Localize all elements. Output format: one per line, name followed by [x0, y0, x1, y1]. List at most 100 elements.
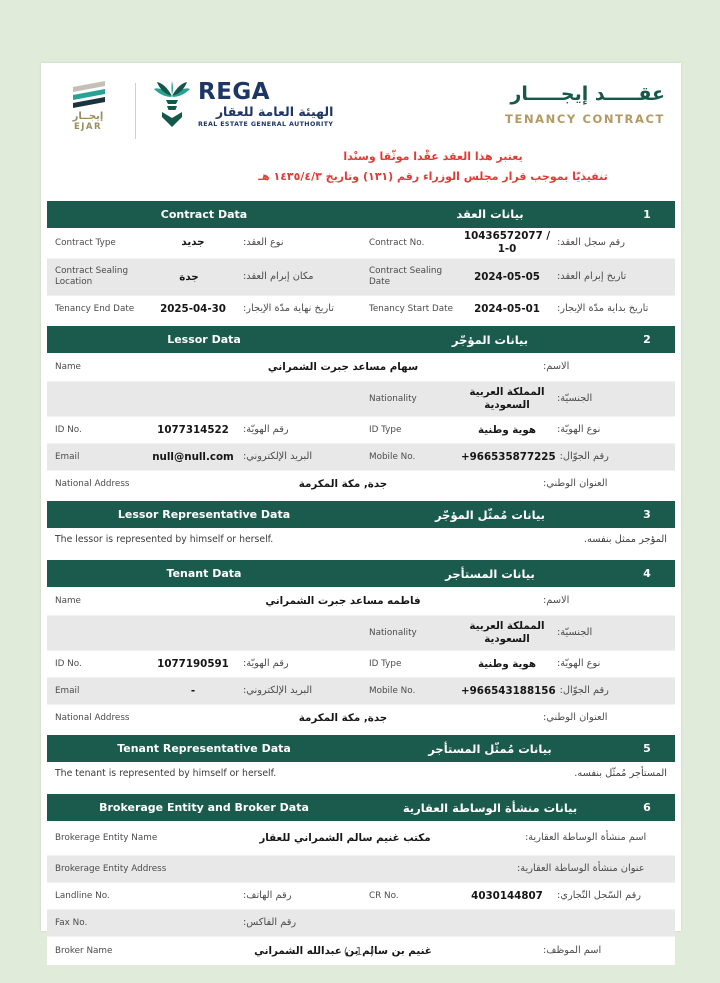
field-label-en: ID No.: [55, 424, 82, 435]
legal-disclaimer: يعتبر هذا العقد عقْدا موثّقا وسنْدا تنفي…: [243, 147, 623, 188]
table-row: Email - البريد الإلكتروني: Mobile No. +9…: [47, 677, 675, 705]
field-label-ar: رقم الجوّال:: [559, 685, 609, 697]
section-title-ar: بيانات مُمثّل المؤجّر: [435, 507, 545, 522]
field-value: 2024-05-01: [474, 302, 540, 315]
note-ar: المؤجر ممثل بنفسه.: [583, 534, 667, 546]
section-title-en: Brokerage Entity and Broker Data: [99, 801, 309, 815]
section-header-contract-data: Contract Data بيانات العقد 1: [47, 200, 675, 228]
field-label-en: Mobile No.: [369, 685, 416, 696]
section-header-lessor-representative: Lessor Representative Data بيانات مُمثّل…: [47, 501, 675, 529]
field-label-en: Email: [55, 451, 80, 462]
field-label-ar: رقم الجوّال:: [559, 451, 609, 463]
field-sealing-date: Contract Sealing Date 2024-05-05 تاريخ إ…: [361, 266, 675, 288]
section-header-brokerage: Brokerage Entity and Broker Data بيانات …: [47, 794, 675, 822]
field-label-ar: تاريخ بداية مدّة الإيجار:: [557, 303, 649, 315]
field-end-date: Tenancy End Date 2025-04-30 تاريخ نهاية …: [47, 301, 361, 318]
field-fax: Fax No. رقم الفاكس:: [47, 917, 361, 930]
field-label-ar: رقم السّجل التّجاري:: [557, 890, 642, 902]
field-label-ar: تاريخ نهاية مدّة الإيجار:: [243, 303, 334, 315]
field-label-ar: البريد الإلكتروني:: [243, 685, 313, 697]
field-email: Email - البريد الإلكتروني:: [47, 683, 361, 700]
field-value: [143, 894, 243, 898]
field-value: 2024-05-05: [474, 270, 540, 283]
field-label-en: Contract Sealing Location: [55, 266, 129, 288]
field-id-type: ID Type هوية وطنية نوع الهويّة:: [361, 422, 675, 439]
field-nationality: Nationality المملكة العربية السعودية الج…: [361, 384, 675, 415]
section-header-lessor-data: Lessor Data بيانات المؤجّر 2: [47, 326, 675, 354]
field-value: +966535877225: [461, 450, 556, 463]
table-row: Contract Type جديد نوع العقد: Contract N…: [47, 227, 675, 259]
field-value: المملكة العربية السعودية: [469, 620, 545, 646]
table-row: ID No. 1077314522 رقم الهويّة: ID Type ه…: [47, 416, 675, 444]
field-value: 4030144807: [471, 889, 543, 902]
section-brokerage: Brokerage Entity and Broker Data بيانات …: [47, 794, 675, 966]
section-number: 2: [643, 333, 651, 347]
field-label-en: Nationality: [369, 393, 417, 404]
contract-page: إيجــار EJAR REGA الهيئة العامة للعقار R…: [41, 63, 681, 966]
field-contract-type: Contract Type جديد نوع العقد:: [47, 234, 361, 251]
field-label-ar: الاسم:: [543, 595, 570, 607]
ejar-stripes-icon: [73, 81, 105, 108]
field-label-en: National Address: [55, 712, 130, 723]
rega-name-ar: الهيئة العامة للعقار: [215, 104, 334, 119]
table-row: Email null@null.com البريد الإلكتروني: M…: [47, 443, 675, 471]
field-value: جديد: [181, 236, 205, 249]
section-title-en: Tenant Data: [166, 567, 242, 581]
field-label-ar: رقم الهويّة:: [243, 424, 289, 436]
ejar-logo: إيجــار EJAR: [57, 79, 119, 132]
field-label-en: Brokerage Entity Name: [55, 832, 158, 843]
field-label-en: ID No.: [55, 658, 82, 669]
table-row: Name فاطمه مساعد جبرت الشمراني الاسم:: [47, 587, 675, 616]
field-value-tenant-name: فاطمه مساعد جبرت الشمراني: [265, 594, 421, 607]
field-value: -: [190, 684, 196, 697]
field-label-ar: عنوان منشأة الوساطة العقارية:: [517, 863, 645, 875]
field-label-en: Tenancy Start Date: [369, 303, 453, 314]
field-cr-no: CR No. 4030144807 رقم السّجل التّجاري:: [361, 888, 675, 905]
rega-palm-icon: [154, 81, 190, 127]
section-title-ar: بيانات المستأجر: [445, 566, 535, 581]
field-label-en: Mobile No.: [369, 451, 416, 462]
document-header: إيجــار EJAR REGA الهيئة العامة للعقار R…: [47, 69, 675, 139]
ejar-name-ar: إيجــار: [72, 111, 104, 122]
field-label-en: Brokerage Entity Address: [55, 863, 167, 874]
disclaimer-line-2: تنفيذيّا بموجب قرار مجلس الوزراء رقم (١٣…: [258, 170, 608, 184]
section-tenant-data: Tenant Data بيانات المستأجر 4 Name فاطمه…: [47, 560, 675, 732]
section-lessor-data: Lessor Data بيانات المؤجّر 2 Name سهام م…: [47, 326, 675, 498]
field-label-en: Name: [55, 595, 81, 606]
document-title-en: TENANCY CONTRACT: [505, 112, 665, 126]
note-en: The tenant is represented by himself or …: [55, 768, 277, 780]
field-label-en: Tenancy End Date: [55, 303, 135, 314]
field-label-ar: رقم الهويّة:: [243, 658, 289, 670]
section-number: 1: [643, 207, 651, 221]
table-row: Contract Sealing Location جدة مكان إبرام…: [47, 258, 675, 296]
table-row: Tenancy End Date 2025-04-30 تاريخ نهاية …: [47, 295, 675, 323]
section-lessor-representative: Lessor Representative Data بيانات مُمثّل…: [47, 501, 675, 552]
representative-note: The lessor is represented by himself or …: [47, 528, 675, 552]
section-title-en: Lessor Data: [167, 333, 241, 347]
field-contract-no: Contract No. 10436572077 / 1-0 رقم سجل ا…: [361, 228, 675, 259]
table-row: Brokerage Entity Address عنوان منشأة الو…: [47, 855, 675, 883]
section-number: 5: [643, 742, 651, 756]
field-value: 1077190591: [157, 657, 229, 670]
section-title-en: Contract Data: [160, 207, 248, 221]
field-value: المملكة العربية السعودية: [469, 386, 545, 412]
field-value: +966543188156: [461, 684, 556, 697]
field-label-ar: البريد الإلكتروني:: [243, 451, 313, 463]
field-label-ar: الاسم:: [543, 361, 570, 373]
field-label-ar: العنوان الوطني:: [543, 478, 608, 490]
field-sealing-location: Contract Sealing Location جدة مكان إبرام…: [47, 266, 361, 288]
field-value-entity-name: مكتب غنيم سالم الشمراني للعقار: [259, 831, 431, 844]
page-number: ( 1 ): [343, 945, 377, 958]
field-mobile: Mobile No. +966543188156 رقم الجوّال:: [361, 683, 675, 700]
field-label-ar: الجنسيّة:: [557, 393, 593, 405]
field-label-ar: العنوان الوطني:: [543, 712, 608, 724]
field-label-en: Broker Name: [55, 945, 113, 956]
section-title-en: Lessor Representative Data: [117, 508, 291, 522]
field-id-no: ID No. 1077190591 رقم الهويّة:: [47, 656, 361, 673]
field-email: Email null@null.com البريد الإلكتروني:: [47, 449, 361, 466]
field-value: 10436572077 / 1-0: [463, 229, 551, 256]
field-mobile: Mobile No. +966535877225 رقم الجوّال:: [361, 449, 675, 466]
section-number: 6: [643, 801, 651, 815]
field-value: null@null.com: [152, 450, 234, 463]
